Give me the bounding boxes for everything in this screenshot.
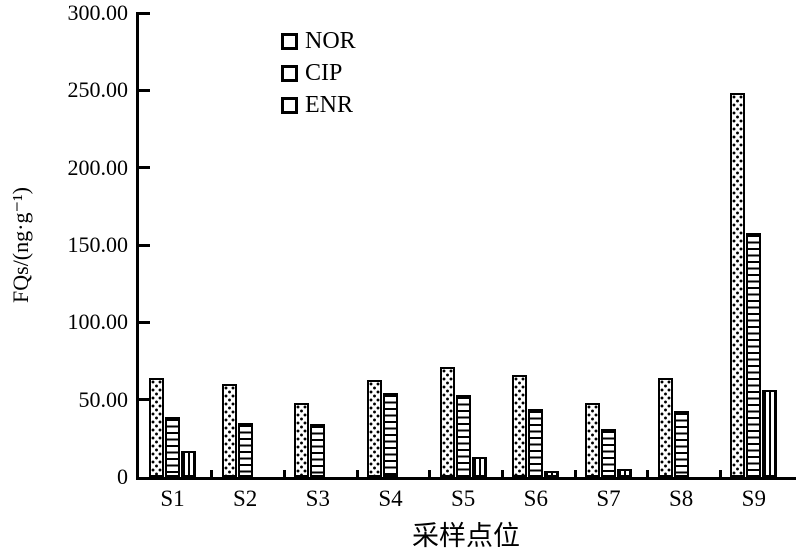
- bar-S5-ENR: [471, 456, 487, 477]
- y-tick-300: [139, 11, 150, 15]
- y-tick-label-200: 200.00: [67, 154, 129, 180]
- x-boundary-tick-8: [718, 470, 722, 477]
- y-tick-label-150: 150.00: [67, 232, 129, 257]
- legend-label-cip: CIP: [305, 60, 343, 86]
- x-axis-line: [136, 477, 796, 480]
- bar-S4-CIP: [383, 393, 398, 477]
- legend-item-cip: CIP: [281, 61, 356, 85]
- y-tick-label-250: 250.00: [67, 77, 129, 103]
- legend-item-nor: NOR: [281, 29, 356, 53]
- x-tick-label-S8: S8: [669, 486, 694, 511]
- y-tick-250: [139, 88, 150, 92]
- bar-S9-ENR: [762, 390, 778, 477]
- x-tick-label-S3: S3: [305, 486, 330, 511]
- x-tick-label-S4: S4: [378, 486, 403, 511]
- y-tick-150: [139, 243, 150, 247]
- plot-area: [139, 11, 793, 477]
- x-boundary-tick-5: [500, 470, 504, 477]
- x-boundary-tick-3: [355, 470, 359, 477]
- enr-vlines-swatch-icon: [281, 96, 298, 114]
- bar-S6-NOR: [512, 374, 528, 477]
- bar-S7-CIP: [601, 429, 616, 477]
- y-tick-label-0: 0: [117, 464, 128, 489]
- bar-S8-CIP: [673, 410, 689, 477]
- x-axis-title: 采样点位: [412, 521, 520, 550]
- legend-label-enr: ENR: [305, 92, 353, 118]
- bar-S2-CIP: [237, 422, 253, 477]
- x-tick-label-S6: S6: [523, 486, 548, 511]
- y-axis-line: [136, 12, 139, 480]
- bar-S3-NOR: [294, 402, 310, 477]
- x-tick-label-S9: S9: [741, 486, 766, 511]
- x-tick-label-S2: S2: [233, 486, 258, 511]
- bar-S5-NOR: [439, 367, 455, 477]
- bar-S6-ENR: [544, 470, 560, 477]
- x-tick-label-S5: S5: [451, 486, 476, 511]
- y-tick-200: [139, 166, 150, 170]
- cip-hlines-swatch-icon: [281, 64, 298, 82]
- bar-S4-NOR: [367, 379, 382, 477]
- bar-S1-ENR: [181, 450, 196, 477]
- nor-dots-swatch-icon: [281, 32, 298, 50]
- bar-S1-CIP: [165, 416, 180, 477]
- legend-item-enr: ENR: [281, 93, 356, 117]
- bar-S9-NOR: [730, 93, 746, 477]
- legend: NOR CIP ENR: [281, 29, 356, 125]
- bar-S1-NOR: [149, 378, 164, 477]
- bar-S6-CIP: [528, 408, 544, 477]
- y-tick-100: [139, 320, 150, 324]
- x-boundary-tick-4: [428, 470, 432, 477]
- bar-S8-NOR: [657, 378, 673, 477]
- x-boundary-tick-1: [210, 470, 214, 477]
- bar-S3-CIP: [310, 424, 326, 477]
- x-boundary-tick-2: [282, 470, 286, 477]
- bar-S9-CIP: [746, 232, 762, 477]
- x-boundary-tick-7: [646, 470, 650, 477]
- y-tick-label-100: 100.00: [67, 309, 129, 335]
- x-tick-label-S1: S1: [160, 486, 185, 511]
- bar-S2-NOR: [221, 384, 237, 477]
- legend-label-nor: NOR: [305, 28, 356, 54]
- y-tick-label-50: 50.00: [78, 386, 129, 412]
- y-tick-50: [139, 398, 150, 402]
- bar-S5-CIP: [455, 395, 471, 477]
- bar-S7-NOR: [585, 402, 600, 477]
- x-boundary-tick-6: [573, 470, 577, 477]
- x-tick-label-S7: S7: [596, 486, 621, 511]
- y-tick-label-300: 300.00: [67, 0, 129, 25]
- bar-S7-ENR: [617, 469, 632, 477]
